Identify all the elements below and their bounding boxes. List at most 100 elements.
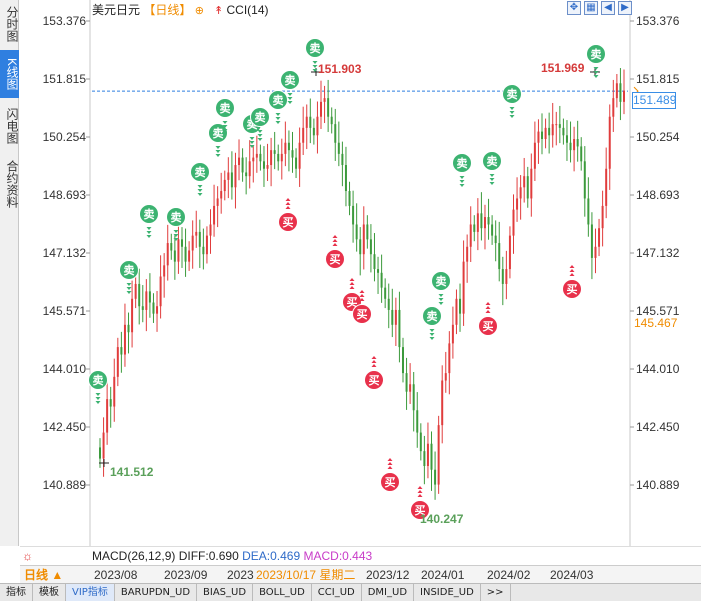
date-label: 2024/03 bbox=[550, 568, 594, 582]
sell-signal-badge-label: 卖 bbox=[273, 93, 284, 107]
sell-arrow-icon bbox=[95, 393, 101, 396]
more-tabs-button[interactable]: >> bbox=[481, 584, 511, 601]
candle-body bbox=[163, 265, 166, 277]
candle-body bbox=[516, 198, 519, 210]
candle-body bbox=[612, 98, 615, 117]
sell-signal-badge bbox=[482, 151, 502, 171]
zoom-in-icon[interactable]: ✥ bbox=[567, 1, 581, 15]
sell-arrow-icon bbox=[126, 291, 132, 294]
indicator-settings-icon[interactable]: ☼ bbox=[22, 549, 33, 563]
zoom-out-icon[interactable]: ▦ bbox=[584, 1, 598, 15]
candle-body bbox=[280, 153, 283, 162]
macd-params: MACD(26,12,9) bbox=[92, 549, 176, 563]
candle-body bbox=[141, 306, 144, 310]
candle-body bbox=[234, 165, 237, 188]
tab-barupdn[interactable]: BARUPDN_UD bbox=[115, 584, 198, 601]
tab-vip-indicator[interactable]: VIP指标 bbox=[66, 584, 115, 601]
sell-signal-badge-label: 卖 bbox=[591, 47, 602, 61]
sell-arrow-icon bbox=[215, 146, 221, 149]
sell-arrow-icon bbox=[429, 333, 435, 336]
sell-arrow-icon bbox=[287, 93, 293, 96]
tab-boll[interactable]: BOLL_UD bbox=[253, 584, 312, 601]
settings-icon[interactable]: ⊕ bbox=[194, 5, 204, 17]
candle-body bbox=[309, 116, 312, 128]
candle-body bbox=[623, 90, 625, 102]
sell-arrow-icon bbox=[275, 121, 281, 124]
tab-indicator[interactable]: 指标 bbox=[0, 584, 33, 601]
tab-kline[interactable]: K线图 bbox=[0, 50, 19, 98]
candle-body bbox=[195, 231, 198, 236]
buy-signal-badge-label: 买 bbox=[415, 504, 426, 517]
period-selector-button[interactable]: 日线 ▲ bbox=[24, 568, 64, 582]
tab-template[interactable]: 模板 bbox=[33, 584, 66, 601]
buy-arrow-icon bbox=[485, 310, 491, 313]
tab-dmi[interactable]: DMI_UD bbox=[362, 584, 415, 601]
candle-body bbox=[583, 161, 586, 199]
tab-contract-info[interactable]: 合约资料 bbox=[5, 160, 19, 208]
tab-inside[interactable]: INSIDE_UD bbox=[414, 584, 481, 601]
candle-body bbox=[555, 124, 558, 126]
sell-signal-badge-label: 卖 bbox=[247, 117, 258, 131]
candle-body bbox=[198, 231, 201, 247]
candle-body bbox=[423, 451, 426, 467]
candle-body bbox=[138, 283, 141, 307]
candle-body bbox=[113, 376, 116, 407]
indicator-icon[interactable]: ↟ bbox=[213, 5, 224, 17]
sell-arrow-icon bbox=[173, 234, 179, 237]
candle-body bbox=[127, 324, 130, 333]
buy-signal-badge-label: 买 bbox=[347, 296, 358, 309]
candle-body bbox=[134, 283, 137, 299]
period-label[interactable]: 【日线】 bbox=[143, 3, 192, 17]
sell-signal-badge-label: 卖 bbox=[213, 126, 224, 140]
macd-info-row: ☼ MACD(26,12,9) DIFF:0.690 DEA:0.469 MAC… bbox=[20, 546, 701, 564]
symbol-name: 美元日元 bbox=[92, 3, 141, 17]
candle-body bbox=[377, 269, 380, 273]
sell-arrow-icon bbox=[249, 145, 255, 148]
left-tab-strip: 分时图 K线图 闪电图 合约资料 bbox=[0, 0, 19, 546]
candle-body bbox=[469, 224, 472, 247]
date-label: 2024/01 bbox=[421, 568, 465, 582]
buy-signal-badge-label: 买 bbox=[385, 476, 396, 489]
candle-body bbox=[184, 246, 187, 262]
buy-arrow-icon bbox=[569, 265, 575, 268]
sell-arrow-icon bbox=[593, 67, 599, 70]
candle-body bbox=[416, 410, 419, 433]
candle-body bbox=[270, 150, 273, 166]
price-label-left: 151.815 bbox=[42, 72, 86, 86]
date-label: 2024/02 bbox=[487, 568, 531, 582]
tab-flash-chart[interactable]: 闪电图 bbox=[5, 108, 19, 144]
price-label-left: 147.132 bbox=[42, 246, 86, 260]
tab-timeshare[interactable]: 分时图 bbox=[5, 6, 19, 42]
sell-signal-badge-label: 卖 bbox=[457, 156, 468, 170]
sell-signal-badge bbox=[88, 370, 108, 390]
candle-body bbox=[205, 235, 208, 255]
price-label-right: 150.254 bbox=[636, 130, 680, 144]
chart-header: 美元日元 【日线】 ⊕ ↟ CCI(14) bbox=[92, 2, 269, 18]
candle-body bbox=[537, 131, 540, 143]
candle-body bbox=[337, 142, 340, 154]
candle-body bbox=[99, 447, 101, 459]
candle-body bbox=[501, 269, 504, 284]
buy-signal-badge bbox=[410, 500, 430, 520]
buy-arrow-icon bbox=[359, 298, 365, 301]
high-annotation: 151.969 bbox=[541, 61, 585, 75]
candle-body bbox=[302, 127, 305, 143]
sell-arrow-icon bbox=[312, 69, 318, 72]
tab-cci[interactable]: CCI_UD bbox=[312, 584, 362, 601]
price-label-right: 145.571 bbox=[636, 304, 680, 318]
sell-arrow-icon bbox=[438, 298, 444, 301]
tab-bias[interactable]: BIAS_UD bbox=[197, 584, 254, 601]
right-icon[interactable]: ▶ bbox=[618, 1, 632, 15]
price-label-left: 142.450 bbox=[42, 420, 86, 434]
sell-signal-badge bbox=[250, 107, 270, 127]
candle-body bbox=[437, 425, 440, 485]
buy-arrow-icon bbox=[349, 278, 355, 281]
sell-arrow-icon bbox=[146, 235, 152, 238]
buy-arrow-icon bbox=[371, 364, 377, 367]
candle-body bbox=[569, 142, 572, 151]
left-icon[interactable]: ◀ bbox=[601, 1, 615, 15]
candle-body bbox=[548, 127, 551, 136]
sell-signal-badge bbox=[586, 44, 606, 64]
